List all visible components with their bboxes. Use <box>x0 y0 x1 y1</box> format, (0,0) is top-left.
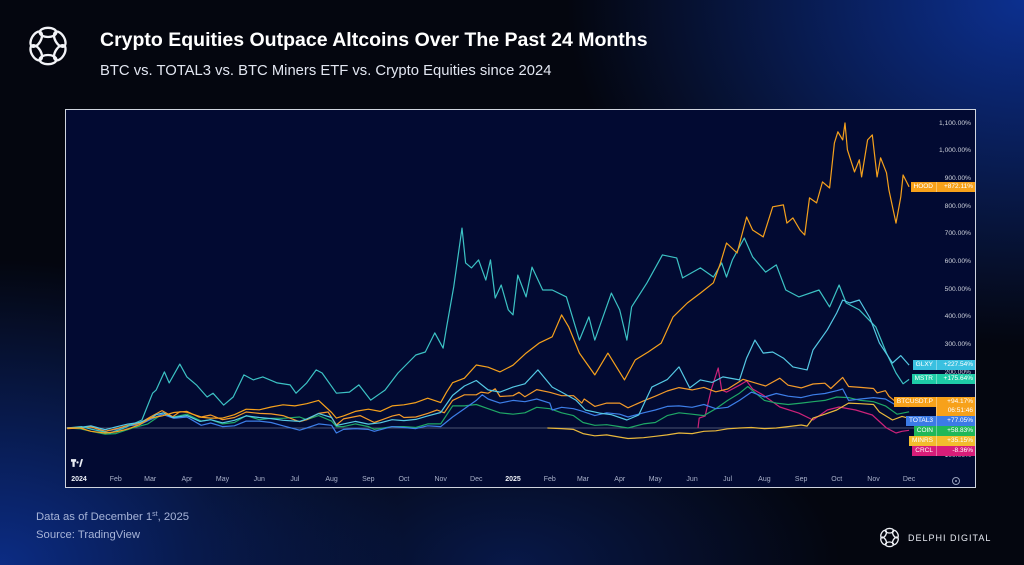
series-label-name: BTCUSDT.P <box>893 396 936 407</box>
delphi-logo-icon <box>29 26 67 66</box>
x-tick-label: Jun <box>253 476 265 483</box>
data-date-note: Data as of December 1st, 2025 <box>36 508 189 526</box>
y-tick-label: 600.00% <box>944 258 971 266</box>
x-tick-label: Jun <box>686 476 698 483</box>
series-label-value: +77.05% <box>947 416 973 424</box>
x-tick-label: May <box>215 476 230 483</box>
settings-gear-icon <box>952 477 960 485</box>
series-label-value-box: +175.64% <box>936 374 975 385</box>
x-tick-label: Apr <box>181 476 193 483</box>
series-label-name: MSTR <box>911 374 936 385</box>
y-tick-label: 800.00% <box>944 202 971 210</box>
x-tick-label: Apr <box>614 476 626 483</box>
series-label-value: -8.36% <box>952 446 973 454</box>
x-tick-label: 2024 <box>71 476 87 483</box>
tradingview-chart: 1,100.00% 1,000.00% 900.00% 800.00% 700.00% 6… <box>65 109 976 488</box>
series-line-total3 <box>67 388 910 434</box>
footer-notes: Data as of December 1st, 2025 Source: Tr… <box>36 508 189 544</box>
x-tick-label: Mar <box>144 476 157 483</box>
series-label-value-box: -8.36% <box>936 445 975 456</box>
series-label-btcusdt-p: BTCUSDT.P +94.17% 06:51:46 <box>893 396 975 416</box>
y-tick-label: 300.00% <box>944 341 971 349</box>
x-tick-label: 2025 <box>505 476 521 483</box>
series-label-value-box: +227.54% <box>936 360 975 371</box>
series-label-total3: TOTAL3 +77.05% <box>906 415 975 426</box>
series-label-minrs: MINRS +35.15% <box>909 435 975 446</box>
series-label-crcl: CRCL -8.36% <box>912 445 975 456</box>
series-label-name: TOTAL3 <box>906 415 936 426</box>
series-label-hood: HOOD +872.11% <box>910 181 975 192</box>
series-label-value-box: +94.17% 06:51:46 <box>936 396 975 416</box>
series-label-mstr: MSTR +175.64% <box>911 374 975 385</box>
series-label-value: +58.83% <box>947 426 973 434</box>
x-tick-label: Feb <box>543 476 556 483</box>
series-label-name: CRCL <box>912 445 936 456</box>
x-tick-label: Jul <box>290 476 300 483</box>
series-label-value: +94.17% <box>947 397 973 405</box>
tradingview-logo-icon <box>71 459 83 467</box>
x-tick-label: May <box>648 476 662 483</box>
brand-name: DELPHI DIGITAL <box>908 532 992 543</box>
y-tick-label: 1,000.00% <box>939 147 971 155</box>
x-tick-label: Dec <box>470 476 483 483</box>
series-line-crcl <box>697 367 910 434</box>
x-tick-label: Feb <box>109 476 122 483</box>
x-tick-label: Oct <box>398 476 410 483</box>
y-tick-label: 500.00% <box>944 285 971 293</box>
y-tick-label: 900.00% <box>944 175 971 183</box>
x-tick-label: Aug <box>325 476 338 483</box>
series-label-value: +175.64% <box>943 375 973 383</box>
x-tick-label: Sep <box>362 476 375 483</box>
series-label-value-box: +35.15% <box>936 435 975 446</box>
series-line-mstr <box>67 227 910 434</box>
x-tick-label: Aug <box>758 476 771 483</box>
bar-countdown: 06:51:46 <box>947 407 973 415</box>
x-tick-label: Oct <box>831 476 843 483</box>
chart-title: Crypto Equities Outpace Altcoins Over Th… <box>100 29 648 51</box>
series-label-coin: COIN +58.83% <box>913 425 975 436</box>
delphi-logo-icon <box>880 527 899 548</box>
series-line-minrs <box>547 402 910 440</box>
x-tick-label: Sep <box>794 476 808 483</box>
x-tick-label: Mar <box>576 476 590 483</box>
series-label-value-box: +872.11% <box>936 181 975 192</box>
series-line-hood <box>67 122 910 434</box>
source-note: Source: TradingView <box>36 529 141 541</box>
plot-area <box>66 122 915 440</box>
series-label-value-box: +77.05% <box>936 415 975 426</box>
series-label-value: +35.15% <box>947 436 973 444</box>
series-line-btcusdt-p <box>67 376 910 432</box>
x-tick-label: Dec <box>902 476 916 483</box>
y-tick-label: 200.00% <box>944 368 971 376</box>
series-label-value: +872.11% <box>944 182 973 190</box>
x-tick-label: Nov <box>434 476 447 483</box>
date-ordinal-suffix: st <box>152 511 158 518</box>
series-line-coin <box>67 385 910 435</box>
series-label-name: GLXY <box>912 360 936 371</box>
y-tick-label: 400.00% <box>944 313 971 321</box>
data-date-text: Data as of December 1 <box>36 511 153 523</box>
series-label-value-box: +58.83% <box>936 425 975 436</box>
delphi-digital-brand: DELPHI DIGITAL <box>878 526 991 549</box>
y-tick-label: 700.00% <box>944 230 971 238</box>
series-label-name: MINRS <box>909 435 936 446</box>
x-tick-label: Jul <box>723 476 733 483</box>
series-label-name: HOOD <box>910 181 936 192</box>
y-tick-label: 1,100.00% <box>939 119 971 127</box>
x-tick-label: Nov <box>867 476 880 483</box>
data-date-year: , 2025 <box>157 511 190 523</box>
chart-subtitle: BTC vs. TOTAL3 vs. BTC Miners ETF vs. Cr… <box>100 63 552 79</box>
series-line-glxy <box>67 299 910 431</box>
series-label-glxy: GLXY +227.54% <box>912 360 975 371</box>
series-label-value: +227.54% <box>943 361 973 369</box>
series-label-name: COIN <box>913 425 936 436</box>
